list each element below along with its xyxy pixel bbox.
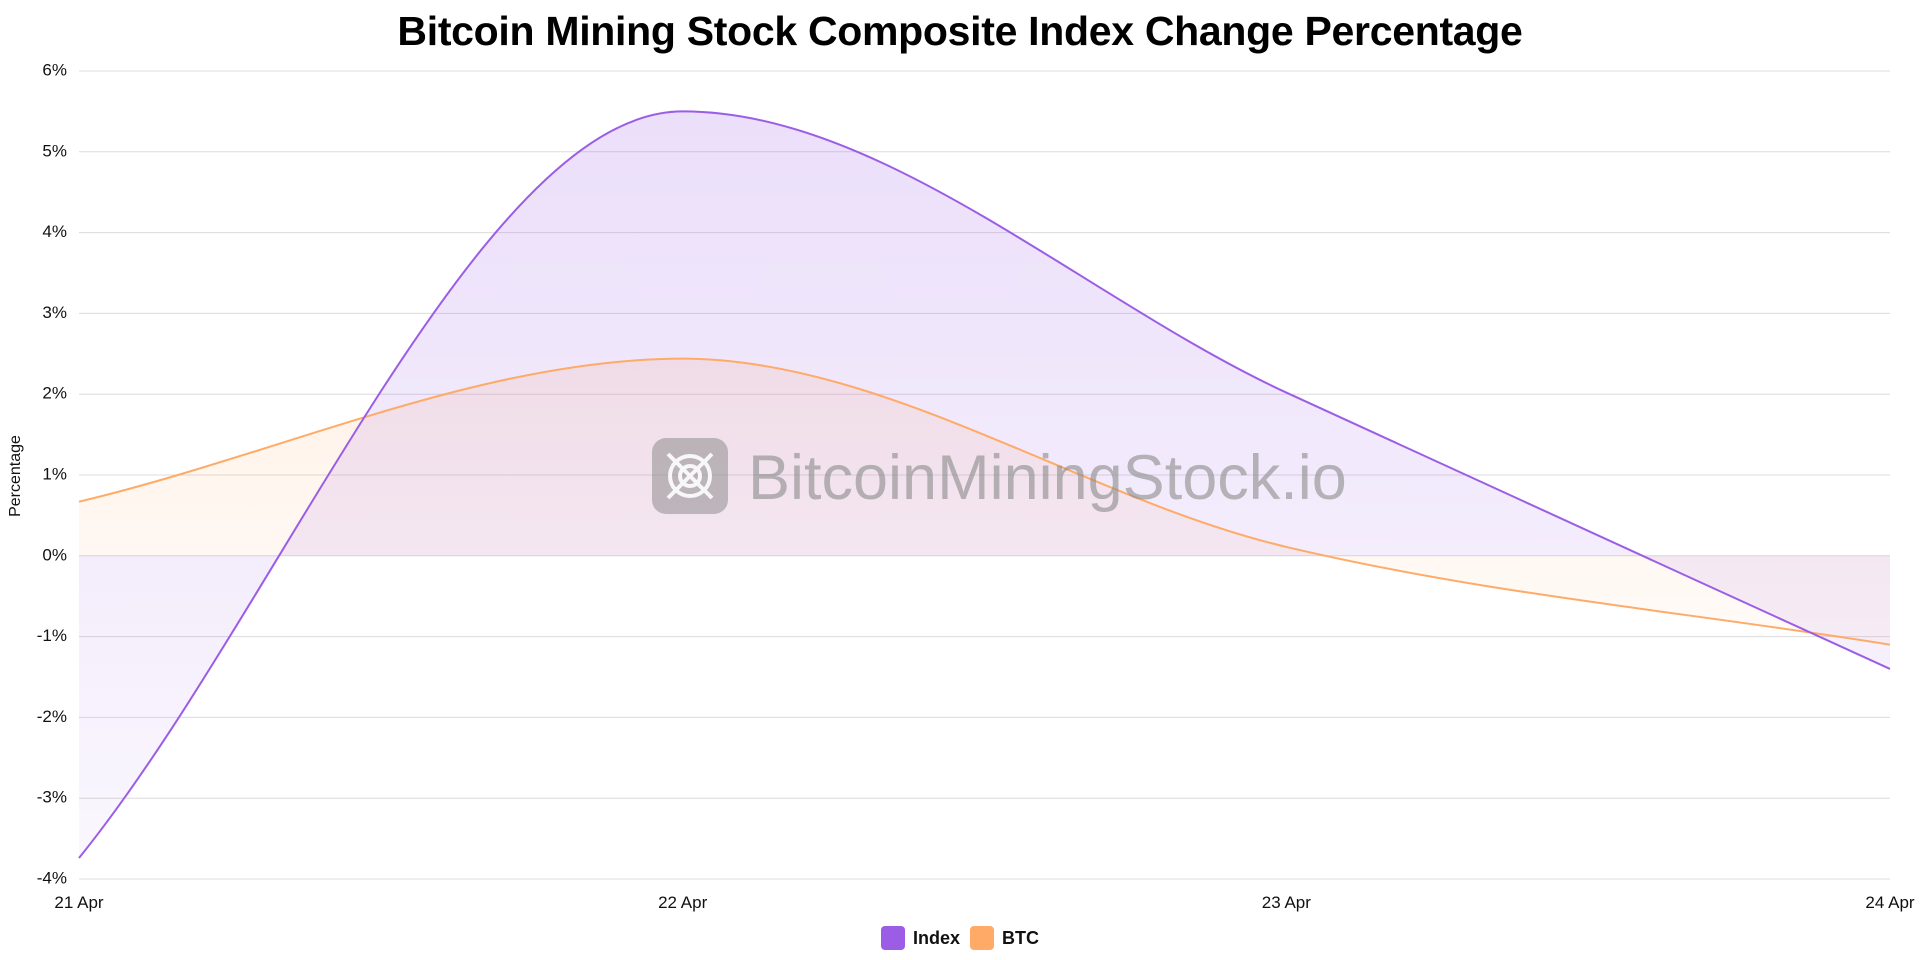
- y-tick-label: -3%: [37, 788, 67, 807]
- legend-item-btc[interactable]: BTC: [970, 926, 1039, 950]
- legend: Index BTC: [0, 926, 1920, 950]
- legend-label-btc: BTC: [1002, 927, 1039, 948]
- point-index[interactable]: [1280, 387, 1292, 399]
- chart-title: Bitcoin Mining Stock Composite Index Cha…: [397, 8, 1523, 54]
- point-index[interactable]: [73, 852, 85, 864]
- legend-label-index: Index: [912, 927, 960, 948]
- line-index[interactable]: [78, 110, 1891, 859]
- legend-swatch-index: [880, 926, 905, 950]
- y-tick-label: 6%: [42, 60, 67, 79]
- x-tick-label: 21 Apr: [54, 893, 103, 912]
- y-tick-label: 4%: [42, 222, 67, 241]
- y-tick-label: -2%: [37, 707, 67, 726]
- point-index[interactable]: [1884, 663, 1896, 675]
- y-tick-label: 2%: [42, 384, 67, 403]
- point-btc[interactable]: [1280, 541, 1292, 553]
- x-tick-label: 22 Apr: [658, 893, 707, 912]
- series-areas: [79, 111, 1890, 858]
- legend-item-index[interactable]: Index: [880, 926, 960, 950]
- x-tick-label: 24 Apr: [1865, 893, 1914, 912]
- legend-swatch-btc: [970, 926, 994, 950]
- x-axis-ticks: 21 Apr 22 Apr 23 Apr 24 Apr: [54, 893, 1914, 912]
- area-index: [79, 111, 1890, 858]
- point-index[interactable]: [677, 105, 689, 117]
- y-tick-label: 5%: [42, 141, 67, 160]
- point-btc[interactable]: [677, 353, 689, 365]
- point-btc[interactable]: [1884, 639, 1896, 651]
- y-tick-label: -1%: [37, 626, 67, 645]
- y-tick-label: 3%: [42, 303, 67, 322]
- y-tick-label: 1%: [42, 464, 67, 483]
- y-tick-label: 0%: [42, 545, 67, 564]
- y-axis-ticks: 6% 5% 4% 3% 2% 1% 0% -1% -2% -3% -4%: [37, 60, 67, 887]
- y-axis-label: Percentage: [7, 435, 24, 517]
- series-lines: [73, 105, 1896, 864]
- line-btc[interactable]: [78, 357, 1891, 646]
- point-btc[interactable]: [73, 496, 85, 508]
- x-tick-label: 23 Apr: [1262, 893, 1311, 912]
- y-tick-label: -4%: [37, 868, 67, 887]
